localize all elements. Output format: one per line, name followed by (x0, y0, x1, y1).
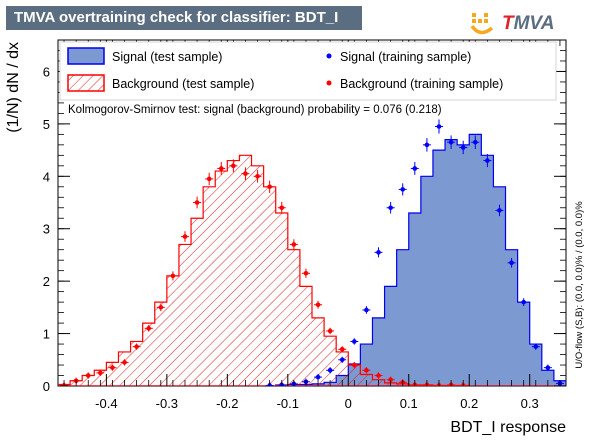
background-train-point (168, 271, 177, 281)
background-train-point (326, 327, 335, 335)
signal-train-point (374, 247, 383, 258)
background-train-point (132, 343, 141, 350)
signal-train-point (362, 306, 371, 314)
background-train-point (181, 231, 189, 242)
signal-train-point (495, 204, 504, 217)
chart-title-box: TMVA overtraining check for classifier: … (6, 6, 362, 30)
x-axis-title: BDT_I response (450, 419, 566, 436)
y-tick-label: 1 (43, 327, 50, 342)
y-tick-label: 4 (43, 169, 50, 184)
background-train-point (193, 196, 202, 209)
background-train-point (144, 325, 153, 332)
x-tick-label: 0 (345, 396, 352, 411)
signal-train-point (350, 338, 359, 345)
signal-train-point (422, 138, 431, 152)
signal-train-point (519, 298, 528, 307)
background-train-point (350, 361, 359, 369)
legend-background-train-label: Background (training sample) (340, 77, 503, 91)
x-tick-label: -0.3 (156, 396, 178, 411)
signal-train-point (459, 140, 468, 155)
ks-test-text: Kolmogorov-Smirnov test: signal (backgro… (68, 104, 442, 116)
legend-signal-test-swatch (67, 47, 105, 65)
signal-train-point (410, 162, 419, 175)
tmva-logo: TMVA (470, 10, 580, 40)
signal-train-point (398, 183, 407, 196)
background-train-point (253, 170, 262, 183)
y-tick-label: 2 (43, 274, 50, 289)
y-tick-label: 0 (43, 379, 50, 394)
background-train-point (374, 372, 383, 379)
background-train-point (217, 162, 226, 175)
legend-background-test-swatch (67, 74, 105, 92)
y-tick-label: 6 (43, 64, 50, 79)
overflow-info-text: U/O-flow (S,B): (0.0, 0.0)% / (0.0, 0.0)… (574, 201, 585, 369)
background-train-point (241, 167, 250, 181)
legend-background-test-label: Background (test sample) (112, 77, 254, 91)
signal-train-point (314, 373, 323, 381)
signal-train-point (435, 119, 443, 134)
signal-train-point (326, 367, 335, 374)
signal-test-histogram (58, 133, 566, 386)
legend: Signal (test sample) Background (test sa… (59, 41, 557, 101)
background-train-point (301, 268, 310, 278)
x-tick-label: -0.1 (277, 396, 299, 411)
signal-train-point (543, 364, 552, 371)
legend-signal-train-marker (326, 53, 332, 59)
x-tick-label: 0.1 (400, 396, 418, 411)
chart-title: TMVA overtraining check for classifier: … (14, 9, 339, 26)
background-train-point (314, 300, 323, 309)
tmva-logo-icon (470, 13, 494, 35)
y-tick-label: 5 (43, 117, 50, 132)
background-train-point (120, 359, 129, 366)
background-train-point (108, 364, 117, 371)
x-tick-label: 0.2 (460, 396, 478, 411)
background-train-point (338, 346, 347, 353)
background-train-point (96, 369, 105, 377)
y-axis-title: (1/N) dN / dx (5, 42, 22, 133)
signal-train-point (447, 135, 456, 150)
background-train-point (205, 172, 214, 186)
background-train-point (265, 180, 274, 193)
signal-train-point (483, 154, 492, 168)
x-tick-label: -0.4 (95, 396, 117, 411)
background-train-point (84, 372, 93, 379)
signal-train-point (531, 343, 540, 350)
background-train-point (229, 159, 238, 173)
signal-train-point (471, 135, 480, 150)
legend-box (59, 41, 557, 101)
background-train-point (362, 367, 371, 374)
background-train-point (289, 239, 298, 250)
legend-signal-train-label: Signal (training sample) (340, 50, 471, 64)
signal-train-point (386, 201, 395, 214)
legend-signal-test-label: Signal (test sample) (112, 50, 222, 64)
background-train-point (277, 201, 286, 214)
tmva-logo-text: TMVA (502, 13, 555, 34)
x-tick-label: 0.3 (521, 396, 539, 411)
y-tick-label: 3 (43, 222, 50, 237)
legend-background-train-marker (326, 80, 332, 86)
x-tick-label: -0.2 (216, 396, 238, 411)
signal-train-point (507, 257, 516, 268)
background-train-point (156, 303, 165, 312)
signal-train-point (338, 356, 347, 363)
background-train-point (386, 376, 395, 383)
